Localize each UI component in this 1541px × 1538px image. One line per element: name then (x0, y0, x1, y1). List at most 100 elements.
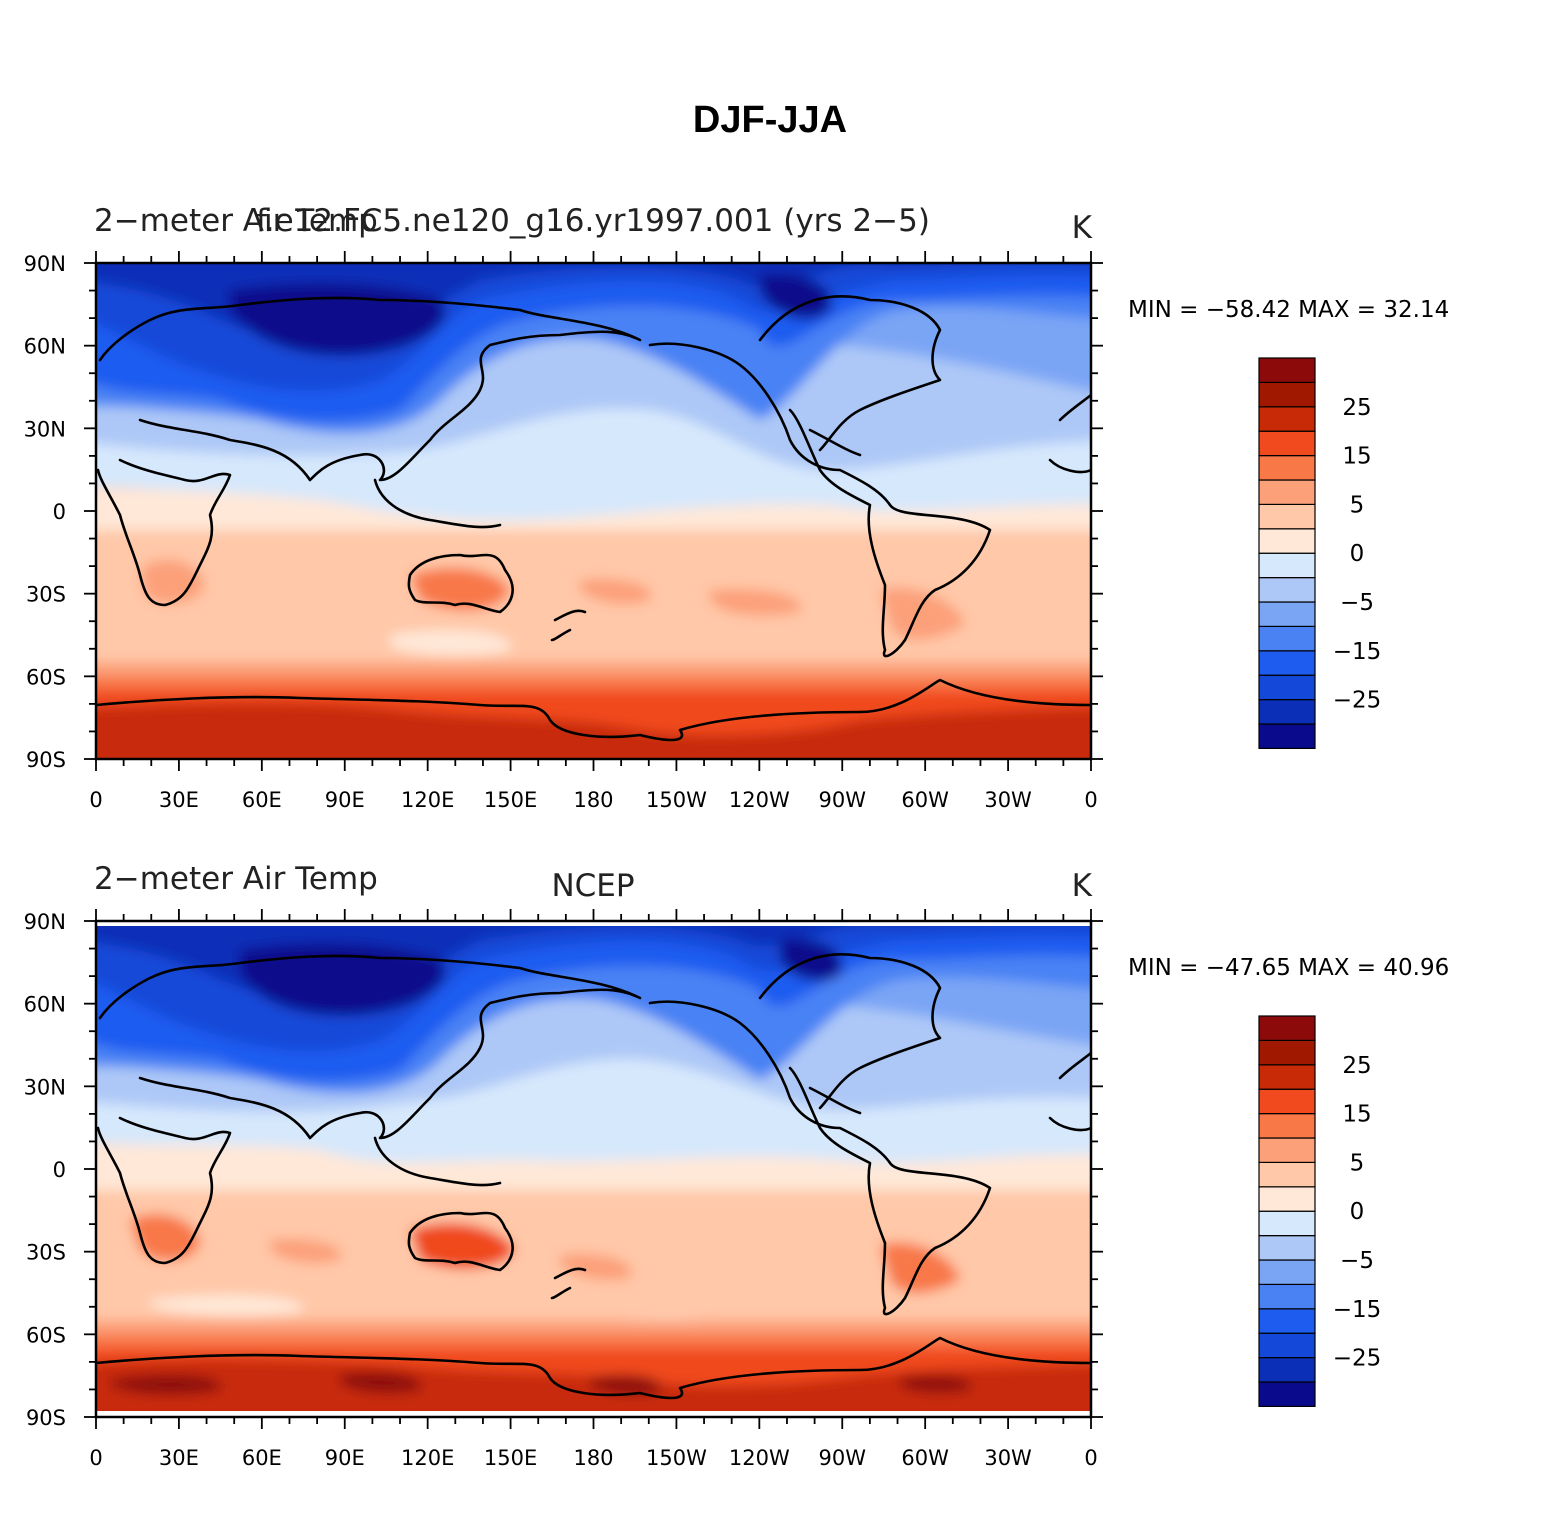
panel2-left-label: 2−meter Air Temp (94, 861, 378, 897)
panel2-coastlines (96, 953, 1091, 1400)
lat-label: 90S (26, 1406, 66, 1430)
lon-label: 120W (729, 1446, 790, 1470)
lat-label: 90S (26, 748, 66, 772)
colorbar-swatch (1258, 1356, 1316, 1383)
lon-label: 120E (401, 788, 454, 812)
lon-label: 90E (325, 788, 365, 812)
panel2-axis-ticks (84, 909, 1103, 1429)
colorbar-swatch (1258, 601, 1316, 627)
panel2-lon-labels: 0 30E 60E 90E 120E 150E 180 150W 120W 90W 60W 30W 0 (89, 1446, 1097, 1470)
panel2-temperature-map (96, 921, 1091, 1417)
colorbar-swatch (1258, 1015, 1316, 1041)
panel1-units: K (1072, 210, 1093, 246)
panel1-center-label: f.e12.FC5.ne120_g16.yr1997.001 (yrs 2−5) (256, 203, 930, 239)
lat-label: 30S (26, 583, 66, 607)
lon-label: 150W (646, 788, 707, 812)
lon-label: 30E (159, 1446, 199, 1470)
panel1-coastlines (96, 295, 1091, 742)
colorbar-swatch (1258, 1210, 1316, 1237)
lat-label: 60S (26, 665, 66, 689)
colorbar-label: 15 (1342, 444, 1371, 470)
colorbar-swatch (1258, 1186, 1316, 1212)
lon-label: 150W (646, 1446, 707, 1470)
colorbar-label: −25 (1333, 688, 1382, 714)
panel-ncep: 2−meter Air Temp NCEP K (24, 861, 1450, 1470)
colorbar-swatch (1258, 381, 1316, 408)
lat-label: 90N (24, 252, 66, 276)
colorbar-swatch (1258, 479, 1316, 505)
panel-model: 2−meter Air Temp f.e12.FC5.ne120_g16.yr1… (24, 203, 1450, 812)
lon-label: 60E (242, 788, 282, 812)
lon-label: 0 (89, 788, 102, 812)
colorbar-swatch (1258, 1064, 1316, 1090)
panel2-center-label: NCEP (551, 868, 634, 904)
colorbar-label: −25 (1333, 1346, 1382, 1372)
colorbar-label: −5 (1340, 1248, 1374, 1274)
colorbar-swatch (1258, 1308, 1316, 1334)
colorbar-swatch (1258, 1381, 1316, 1407)
lon-label: 90W (819, 788, 867, 812)
lon-label: 150E (484, 1446, 537, 1470)
panel2-min-max: MIN = −47.65 MAX = 40.96 (1128, 955, 1449, 981)
colorbar-swatch (1258, 1283, 1316, 1310)
colorbar-swatch (1258, 455, 1316, 481)
lat-label: 90N (24, 910, 66, 934)
colorbar-label: −15 (1333, 639, 1382, 665)
lon-label: 0 (1084, 788, 1097, 812)
lon-label: 30W (984, 1446, 1032, 1470)
colorbar-swatch (1258, 1259, 1316, 1285)
colorbar-swatch (1258, 1161, 1316, 1188)
colorbar-label: 0 (1350, 541, 1365, 567)
lat-label: 0 (53, 1158, 66, 1182)
panel1-lat-labels: 90N 60N 30N 0 30S 60S 90S (24, 252, 66, 772)
lon-label: 0 (1084, 1446, 1097, 1470)
panel1-temperature-map (96, 263, 1091, 759)
lon-label: 90W (819, 1446, 867, 1470)
colorbar-swatch (1258, 650, 1316, 676)
colorbar-swatch (1258, 1039, 1316, 1066)
colorbar-swatch (1258, 576, 1316, 603)
lat-label: 60N (24, 993, 66, 1017)
lat-label: 30S (26, 1241, 66, 1265)
lat-label: 60N (24, 335, 66, 359)
lat-label: 0 (53, 500, 66, 524)
colorbar-swatch (1258, 1234, 1316, 1261)
colorbar-label: 25 (1342, 1053, 1371, 1079)
lon-label: 60E (242, 1446, 282, 1470)
colorbar-swatch (1258, 1332, 1316, 1359)
panel2-units: K (1072, 868, 1093, 904)
panel2-lat-labels: 90N 60N 30N 0 30S 60S 90S (24, 910, 66, 1430)
colorbar-swatch (1258, 698, 1316, 725)
panel1-colorbar: 25 15 5 0 −5 −15 −25 (1258, 357, 1382, 749)
colorbar-swatch (1258, 625, 1316, 652)
lon-label: 30W (984, 788, 1032, 812)
lat-label: 60S (26, 1323, 66, 1347)
panel2-colorbar: 25 15 5 0 −5 −15 −25 (1258, 1015, 1382, 1407)
colorbar-label: 25 (1342, 395, 1371, 421)
lat-label: 30N (24, 417, 66, 441)
colorbar-swatch (1258, 674, 1316, 701)
colorbar-swatch (1258, 430, 1316, 457)
colorbar-swatch (1258, 503, 1316, 530)
lat-label: 30N (24, 1075, 66, 1099)
colorbar-swatch (1258, 723, 1316, 749)
colorbar-swatch (1258, 552, 1316, 579)
lon-label: 120E (401, 1446, 454, 1470)
lon-label: 180 (573, 788, 613, 812)
colorbar-swatch (1258, 1112, 1316, 1139)
colorbar-swatch (1258, 406, 1316, 432)
colorbar-label: 15 (1342, 1102, 1371, 1128)
colorbar-label: 5 (1350, 1150, 1365, 1176)
panel1-axis-ticks (84, 251, 1103, 771)
lon-label: 90E (325, 1446, 365, 1470)
lon-label: 30E (159, 788, 199, 812)
lon-label: 180 (573, 1446, 613, 1470)
colorbar-swatch (1258, 528, 1316, 554)
colorbar-swatch (1258, 1088, 1316, 1115)
colorbar-label: −15 (1333, 1297, 1382, 1323)
lon-label: 120W (729, 788, 790, 812)
lon-label: 150E (484, 788, 537, 812)
lon-label: 0 (89, 1446, 102, 1470)
panel1-min-max: MIN = −58.42 MAX = 32.14 (1128, 297, 1449, 323)
